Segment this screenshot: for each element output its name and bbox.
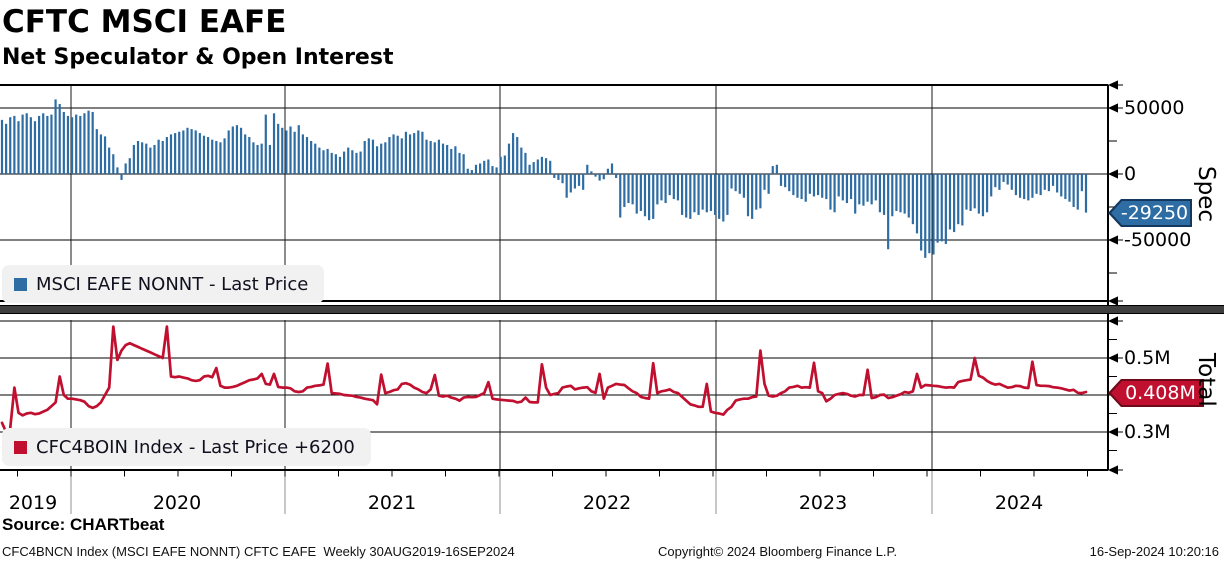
year-label-2021: 2021 bbox=[367, 492, 417, 514]
panel-separator[interactable] bbox=[0, 305, 1224, 314]
copyright-notice: Copyright© 2024 Bloomberg Finance L.P. bbox=[658, 544, 898, 559]
ticker-description: CFC4BNCN Index (MSCI EAFE NONNT) CFTC EA… bbox=[2, 544, 515, 559]
year-label-2020: 2020 bbox=[152, 492, 202, 514]
chart-subtitle: Net Speculator & Open Interest bbox=[2, 45, 394, 70]
timestamp: 16-Sep-2024 10:20:16 bbox=[1089, 544, 1219, 559]
legend-spec-label: MSCI EAFE NONNT - Last Price bbox=[36, 273, 309, 295]
legend-marker-blue-icon bbox=[14, 277, 27, 291]
callout-spec-value: -29250 bbox=[1111, 201, 1190, 225]
legend-total-series[interactable]: CFC4BOIN Index - Last Price +6200 bbox=[2, 428, 371, 466]
spec-ytick-2: -50000 bbox=[1124, 229, 1192, 251]
legend-spec-series[interactable]: MSCI EAFE NONNT - Last Price bbox=[2, 265, 325, 303]
last-price-callout-spec: -29250 bbox=[1108, 199, 1192, 227]
year-label-2019: 2019 bbox=[8, 492, 58, 514]
legend-total-label: CFC4BOIN Index - Last Price +6200 bbox=[36, 436, 355, 458]
callout-total-value: 0.408M bbox=[1111, 381, 1202, 405]
axis-title-total: Total bbox=[1193, 353, 1219, 407]
chart-title: CFTC MSCI EAFE bbox=[2, 4, 287, 40]
total-ytick-0: 0.5M bbox=[1124, 347, 1171, 369]
spec-ytick-0: 50000 bbox=[1124, 97, 1185, 119]
year-label-2022: 2022 bbox=[582, 492, 632, 514]
source-label: Source: CHARTbeat bbox=[2, 515, 165, 534]
legend-marker-red-icon bbox=[14, 440, 27, 454]
total-ytick-1: 0.3M bbox=[1124, 421, 1171, 443]
year-label-2024: 2024 bbox=[994, 492, 1044, 514]
spec-ytick-1: 0 bbox=[1124, 163, 1137, 185]
year-label-2023: 2023 bbox=[798, 492, 848, 514]
last-price-callout-total: 0.408M bbox=[1108, 379, 1204, 407]
axis-title-spec: Spec bbox=[1193, 166, 1219, 222]
